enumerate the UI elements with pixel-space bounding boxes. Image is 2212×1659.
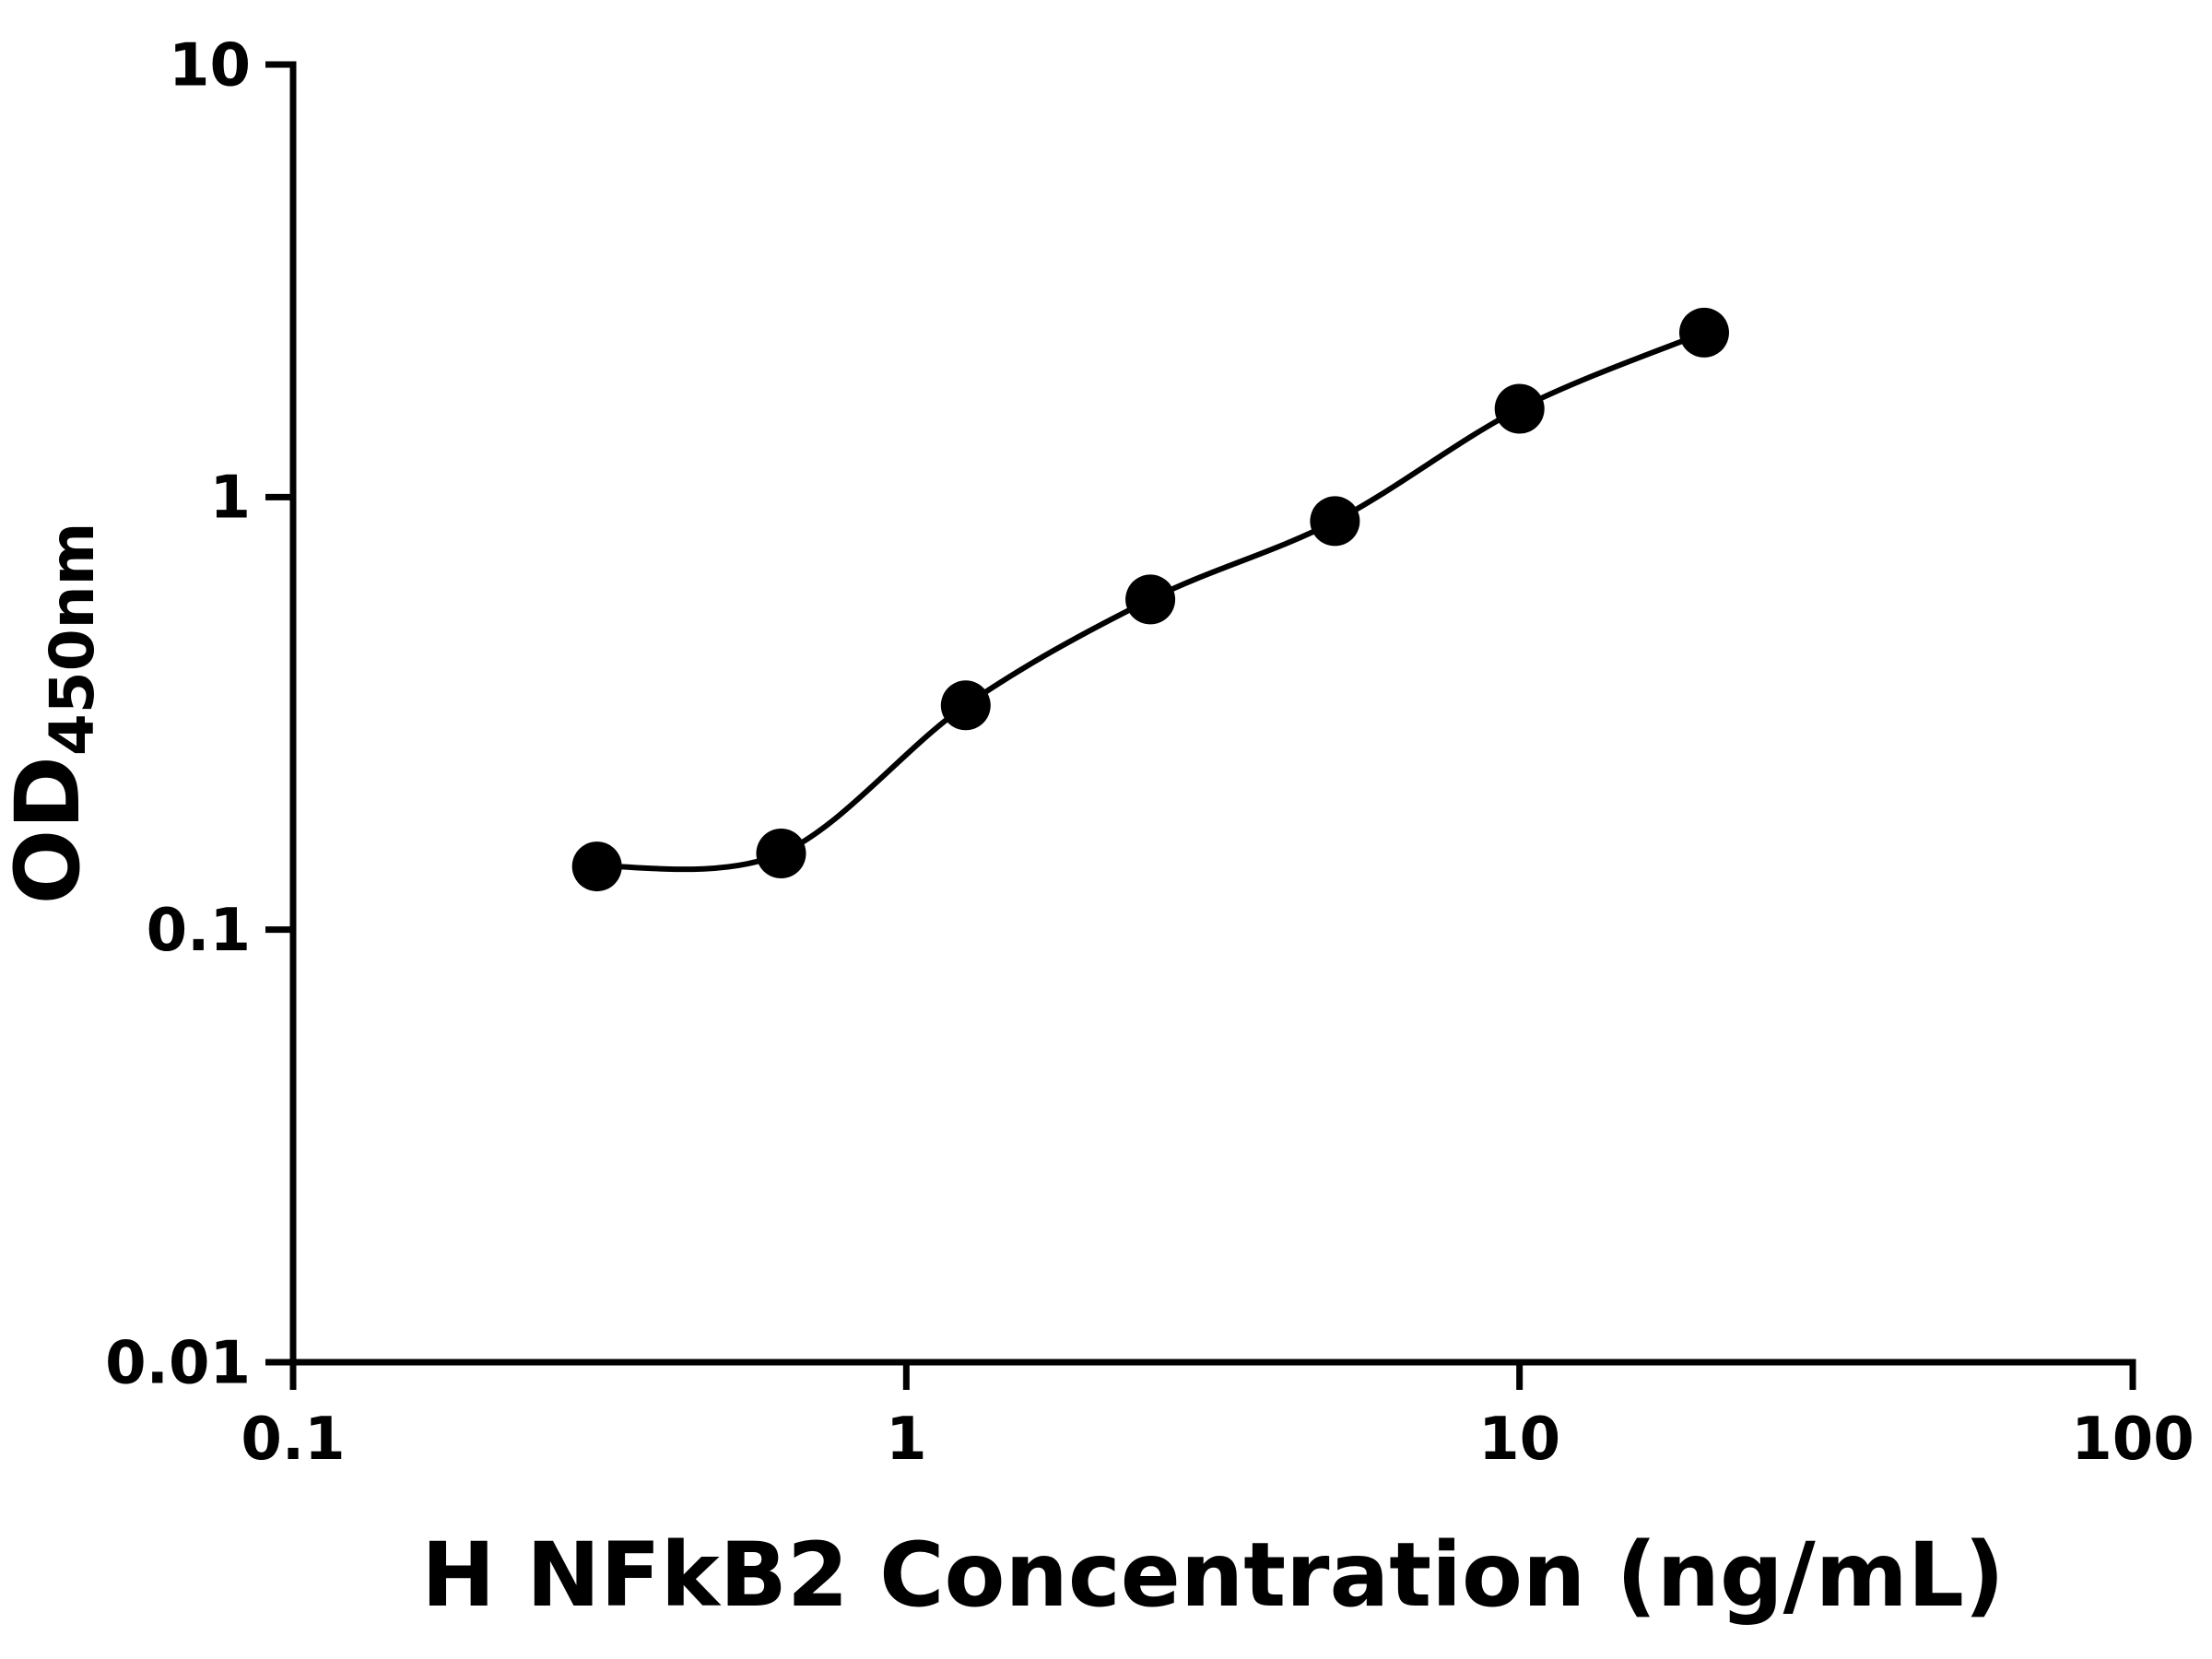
x-axis-title: H NFkB2 Concentration (ng/mL) [421, 1524, 2005, 1627]
y-tick-label: 0.01 [105, 1329, 251, 1397]
y-tick-label: 0.1 [147, 897, 251, 965]
y-axis-title-subscript: 450nm [37, 523, 108, 757]
data-point [756, 829, 806, 878]
data-point [1679, 307, 1729, 358]
x-tick-label: 100 [2071, 1406, 2194, 1474]
data-point [1125, 574, 1176, 625]
chart-plot-area: 0.1 1 10 100 0.01 0.1 1 10 [105, 31, 2194, 1474]
y-axis-title: OD450nm [0, 523, 108, 905]
data-point [1310, 496, 1360, 547]
data-point [571, 841, 622, 892]
y-tick-label: 10 [169, 31, 251, 100]
x-tick-label: 0.1 [241, 1406, 345, 1474]
axis-spine [289, 61, 2136, 1366]
x-tick-label: 1 [886, 1406, 927, 1474]
x-tick-label: 10 [1478, 1406, 1560, 1474]
data-point [940, 680, 991, 731]
y-axis-title-main: OD [0, 756, 100, 904]
data-point [1494, 383, 1545, 434]
y-tick-label: 1 [209, 465, 251, 533]
